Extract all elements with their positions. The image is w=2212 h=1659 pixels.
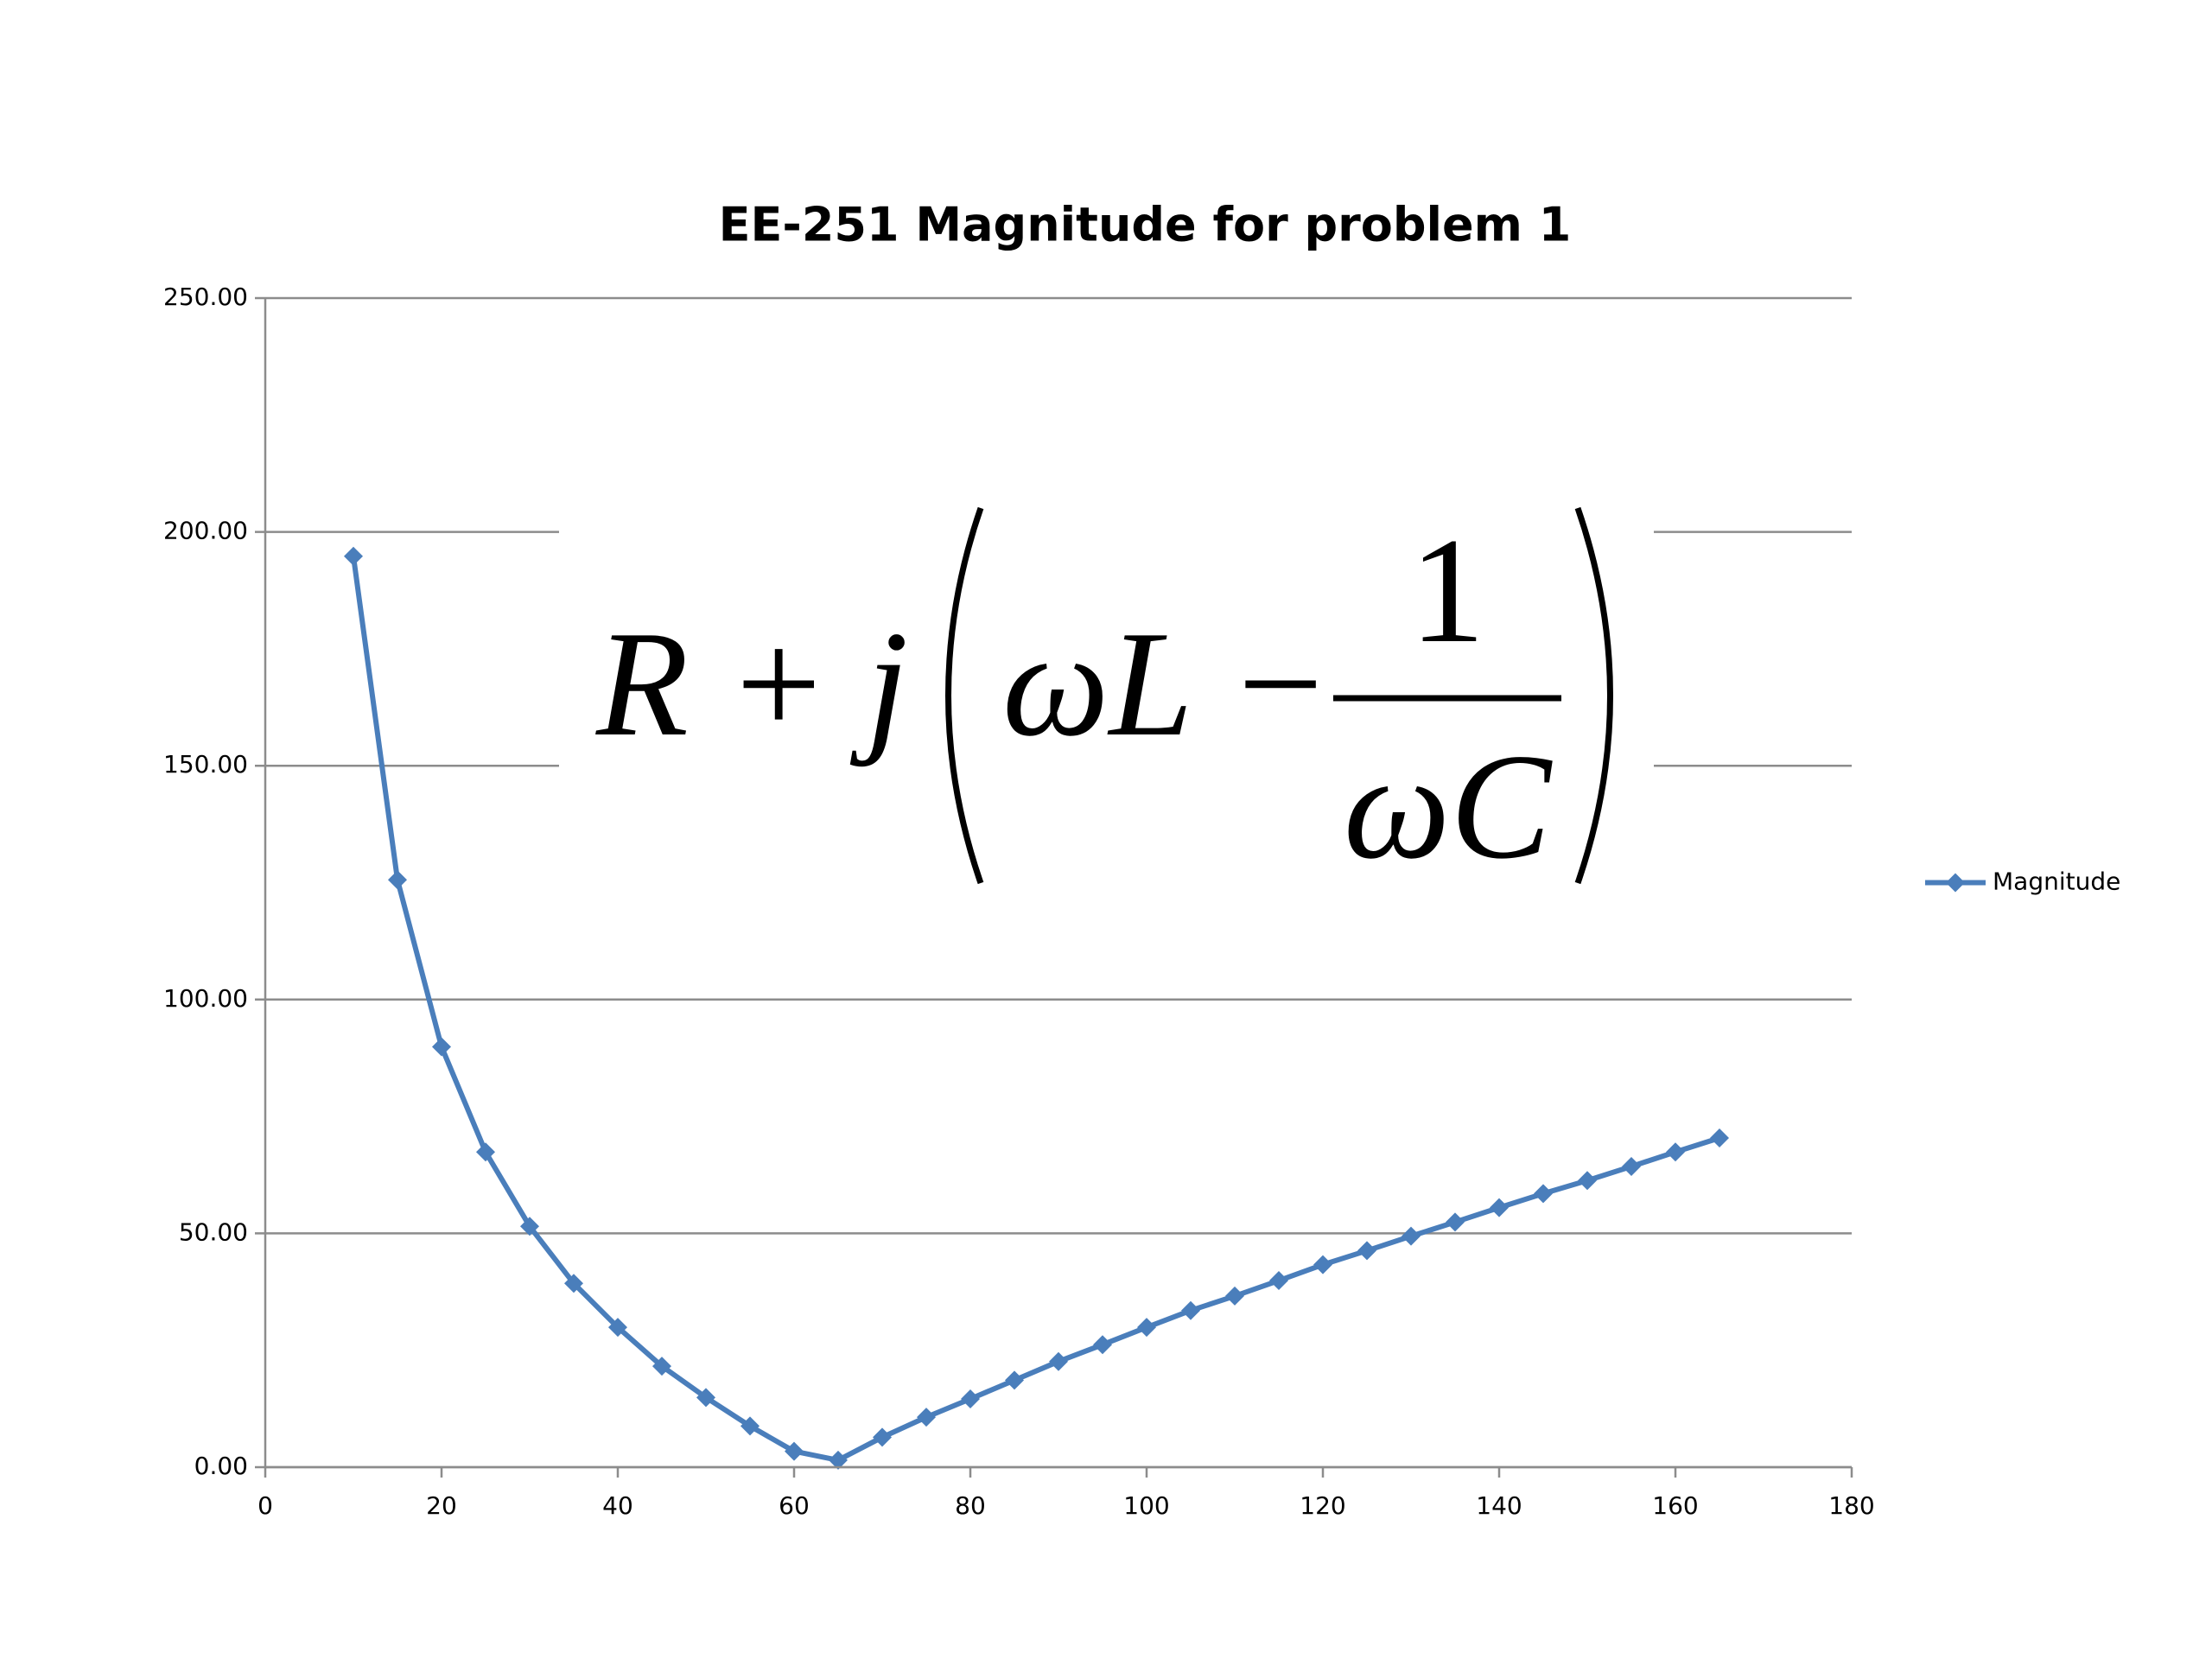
data-point xyxy=(829,1450,848,1470)
data-point xyxy=(1578,1171,1597,1191)
y-tick-label: 50.00 xyxy=(179,1217,248,1246)
formula-term: ωL − xyxy=(1002,600,1331,767)
formula-denominator: ωC xyxy=(1344,722,1554,890)
x-tick-label: 60 xyxy=(779,1491,810,1520)
data-point xyxy=(344,546,363,566)
data-point xyxy=(388,870,407,890)
data-point xyxy=(1181,1300,1200,1320)
x-tick-label: 0 xyxy=(257,1491,273,1520)
data-point xyxy=(564,1274,583,1294)
legend-marker xyxy=(1946,873,1965,893)
series-line xyxy=(351,556,1720,1463)
data-point xyxy=(1534,1184,1553,1204)
data-point xyxy=(476,1142,495,1162)
legend-label: Magnitude xyxy=(1993,868,2120,896)
data-point xyxy=(1005,1370,1024,1390)
formula-numerator: 1 xyxy=(1409,506,1485,674)
data-point xyxy=(1269,1271,1288,1291)
data-point xyxy=(1137,1318,1156,1338)
data-point xyxy=(1313,1255,1332,1274)
right-paren xyxy=(1574,506,1613,885)
data-point xyxy=(1622,1157,1641,1177)
data-point xyxy=(432,1037,451,1057)
data-point xyxy=(1357,1241,1376,1261)
data-point xyxy=(873,1427,892,1447)
y-tick-label: 0.00 xyxy=(194,1452,248,1480)
x-tick-label: 100 xyxy=(1123,1491,1169,1520)
x-tick-label: 160 xyxy=(1652,1491,1698,1520)
x-tick-label: 140 xyxy=(1476,1491,1522,1520)
data-point xyxy=(696,1388,715,1408)
data-point xyxy=(1049,1351,1068,1371)
left-paren xyxy=(945,506,984,885)
x-tick-label: 20 xyxy=(426,1491,457,1520)
data-point xyxy=(1490,1198,1509,1217)
data-point xyxy=(1446,1212,1465,1232)
y-tick-label: 150.00 xyxy=(163,750,248,779)
formula: R + j ωL − 1 ωC xyxy=(595,506,1613,890)
formula-lhs: R + j xyxy=(595,600,908,767)
data-point xyxy=(1402,1226,1421,1246)
plot-area xyxy=(344,546,1729,1470)
data-point xyxy=(608,1318,627,1338)
data-point xyxy=(785,1441,804,1461)
chart-title: EE-251 Magnitude for problem 1 xyxy=(719,198,1572,252)
x-tick-label: 120 xyxy=(1300,1491,1345,1520)
data-point xyxy=(1093,1335,1112,1355)
x-tick-label: 80 xyxy=(955,1491,986,1520)
y-tick-label: 100.00 xyxy=(163,984,248,1013)
data-point xyxy=(1225,1286,1244,1306)
data-point xyxy=(652,1357,671,1376)
data-point xyxy=(520,1217,539,1236)
y-tick-label: 250.00 xyxy=(163,283,248,311)
data-point xyxy=(917,1408,936,1427)
data-point xyxy=(1710,1128,1729,1147)
data-point xyxy=(961,1389,980,1408)
x-tick-label: 180 xyxy=(1828,1491,1874,1520)
data-point xyxy=(1666,1142,1685,1162)
y-tick-label: 200.00 xyxy=(163,517,248,545)
x-tick-label: 40 xyxy=(602,1491,633,1520)
data-point xyxy=(741,1416,760,1436)
